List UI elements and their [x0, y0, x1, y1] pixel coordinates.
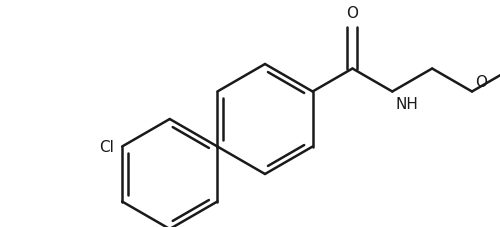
Text: O: O	[346, 6, 358, 21]
Text: Cl: Cl	[99, 139, 114, 154]
Text: O: O	[475, 74, 487, 89]
Text: NH: NH	[396, 96, 418, 111]
